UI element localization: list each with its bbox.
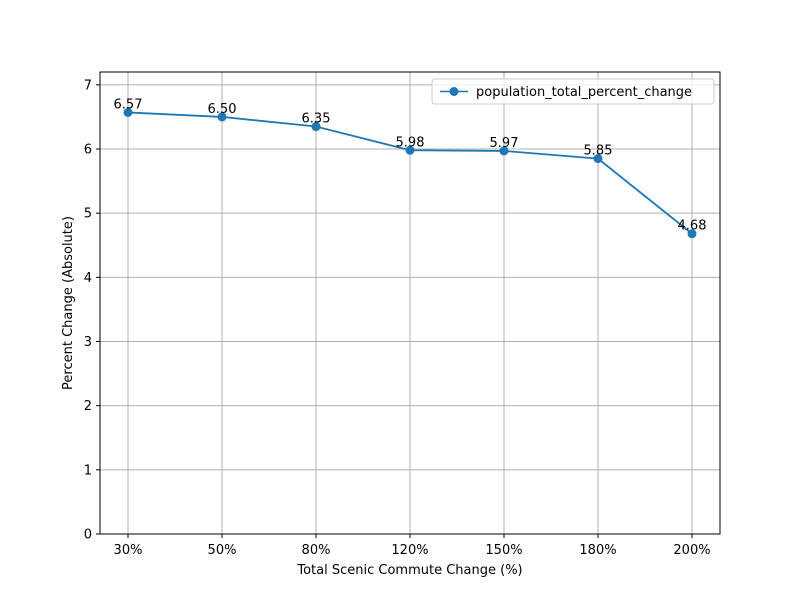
series-markers <box>123 107 697 239</box>
data-point-marker <box>593 154 603 164</box>
data-label: 6.57 <box>114 97 143 112</box>
legend-box <box>431 78 715 105</box>
y-tick-label: 0 <box>84 528 92 543</box>
data-label: 6.50 <box>208 102 237 117</box>
y-tick-label: 7 <box>84 78 92 93</box>
x-tick-label: 150% <box>485 543 522 558</box>
y-tick-label: 3 <box>84 335 92 350</box>
y-tick-label: 1 <box>84 463 92 478</box>
y-tick-label: 2 <box>84 399 92 414</box>
data-point-marker <box>687 229 697 239</box>
legend-entry-label: population_total_percent_change <box>476 85 692 100</box>
legend-marker-swatch <box>449 87 459 96</box>
data-label: 4.68 <box>678 219 707 234</box>
data-point-marker <box>217 112 227 122</box>
y-axis-ticks: 0 1 2 3 4 5 6 7 <box>84 78 100 543</box>
data-label: 6.35 <box>302 112 331 127</box>
x-tick-label: 180% <box>579 543 616 558</box>
data-label: 5.98 <box>396 135 425 150</box>
data-point-marker <box>123 107 133 117</box>
x-tick-label: 30% <box>114 543 143 558</box>
data-point-marker <box>405 145 415 155</box>
x-tick-label: 120% <box>391 543 428 558</box>
data-label: 5.85 <box>584 144 613 159</box>
data-labels: 6.57 6.50 6.35 5.98 5.97 5.85 4.68 <box>114 97 707 233</box>
x-axis-ticks: 30% 50% 80% 120% 150% 180% 200% <box>114 534 711 558</box>
data-label: 5.97 <box>490 136 519 151</box>
x-tick-label: 200% <box>673 543 710 558</box>
legend: population_total_percent_change <box>431 78 715 105</box>
data-point-marker <box>499 146 509 156</box>
x-tick-label: 80% <box>302 543 331 558</box>
y-tick-label: 6 <box>84 143 92 158</box>
y-tick-label: 4 <box>84 271 92 286</box>
x-axis-label: Total Scenic Commute Change (%) <box>296 563 522 578</box>
x-tick-label: 50% <box>208 543 237 558</box>
y-axis-label: Percent Change (Absolute) <box>61 216 76 390</box>
y-tick-label: 5 <box>84 207 92 222</box>
data-point-marker <box>311 122 321 132</box>
